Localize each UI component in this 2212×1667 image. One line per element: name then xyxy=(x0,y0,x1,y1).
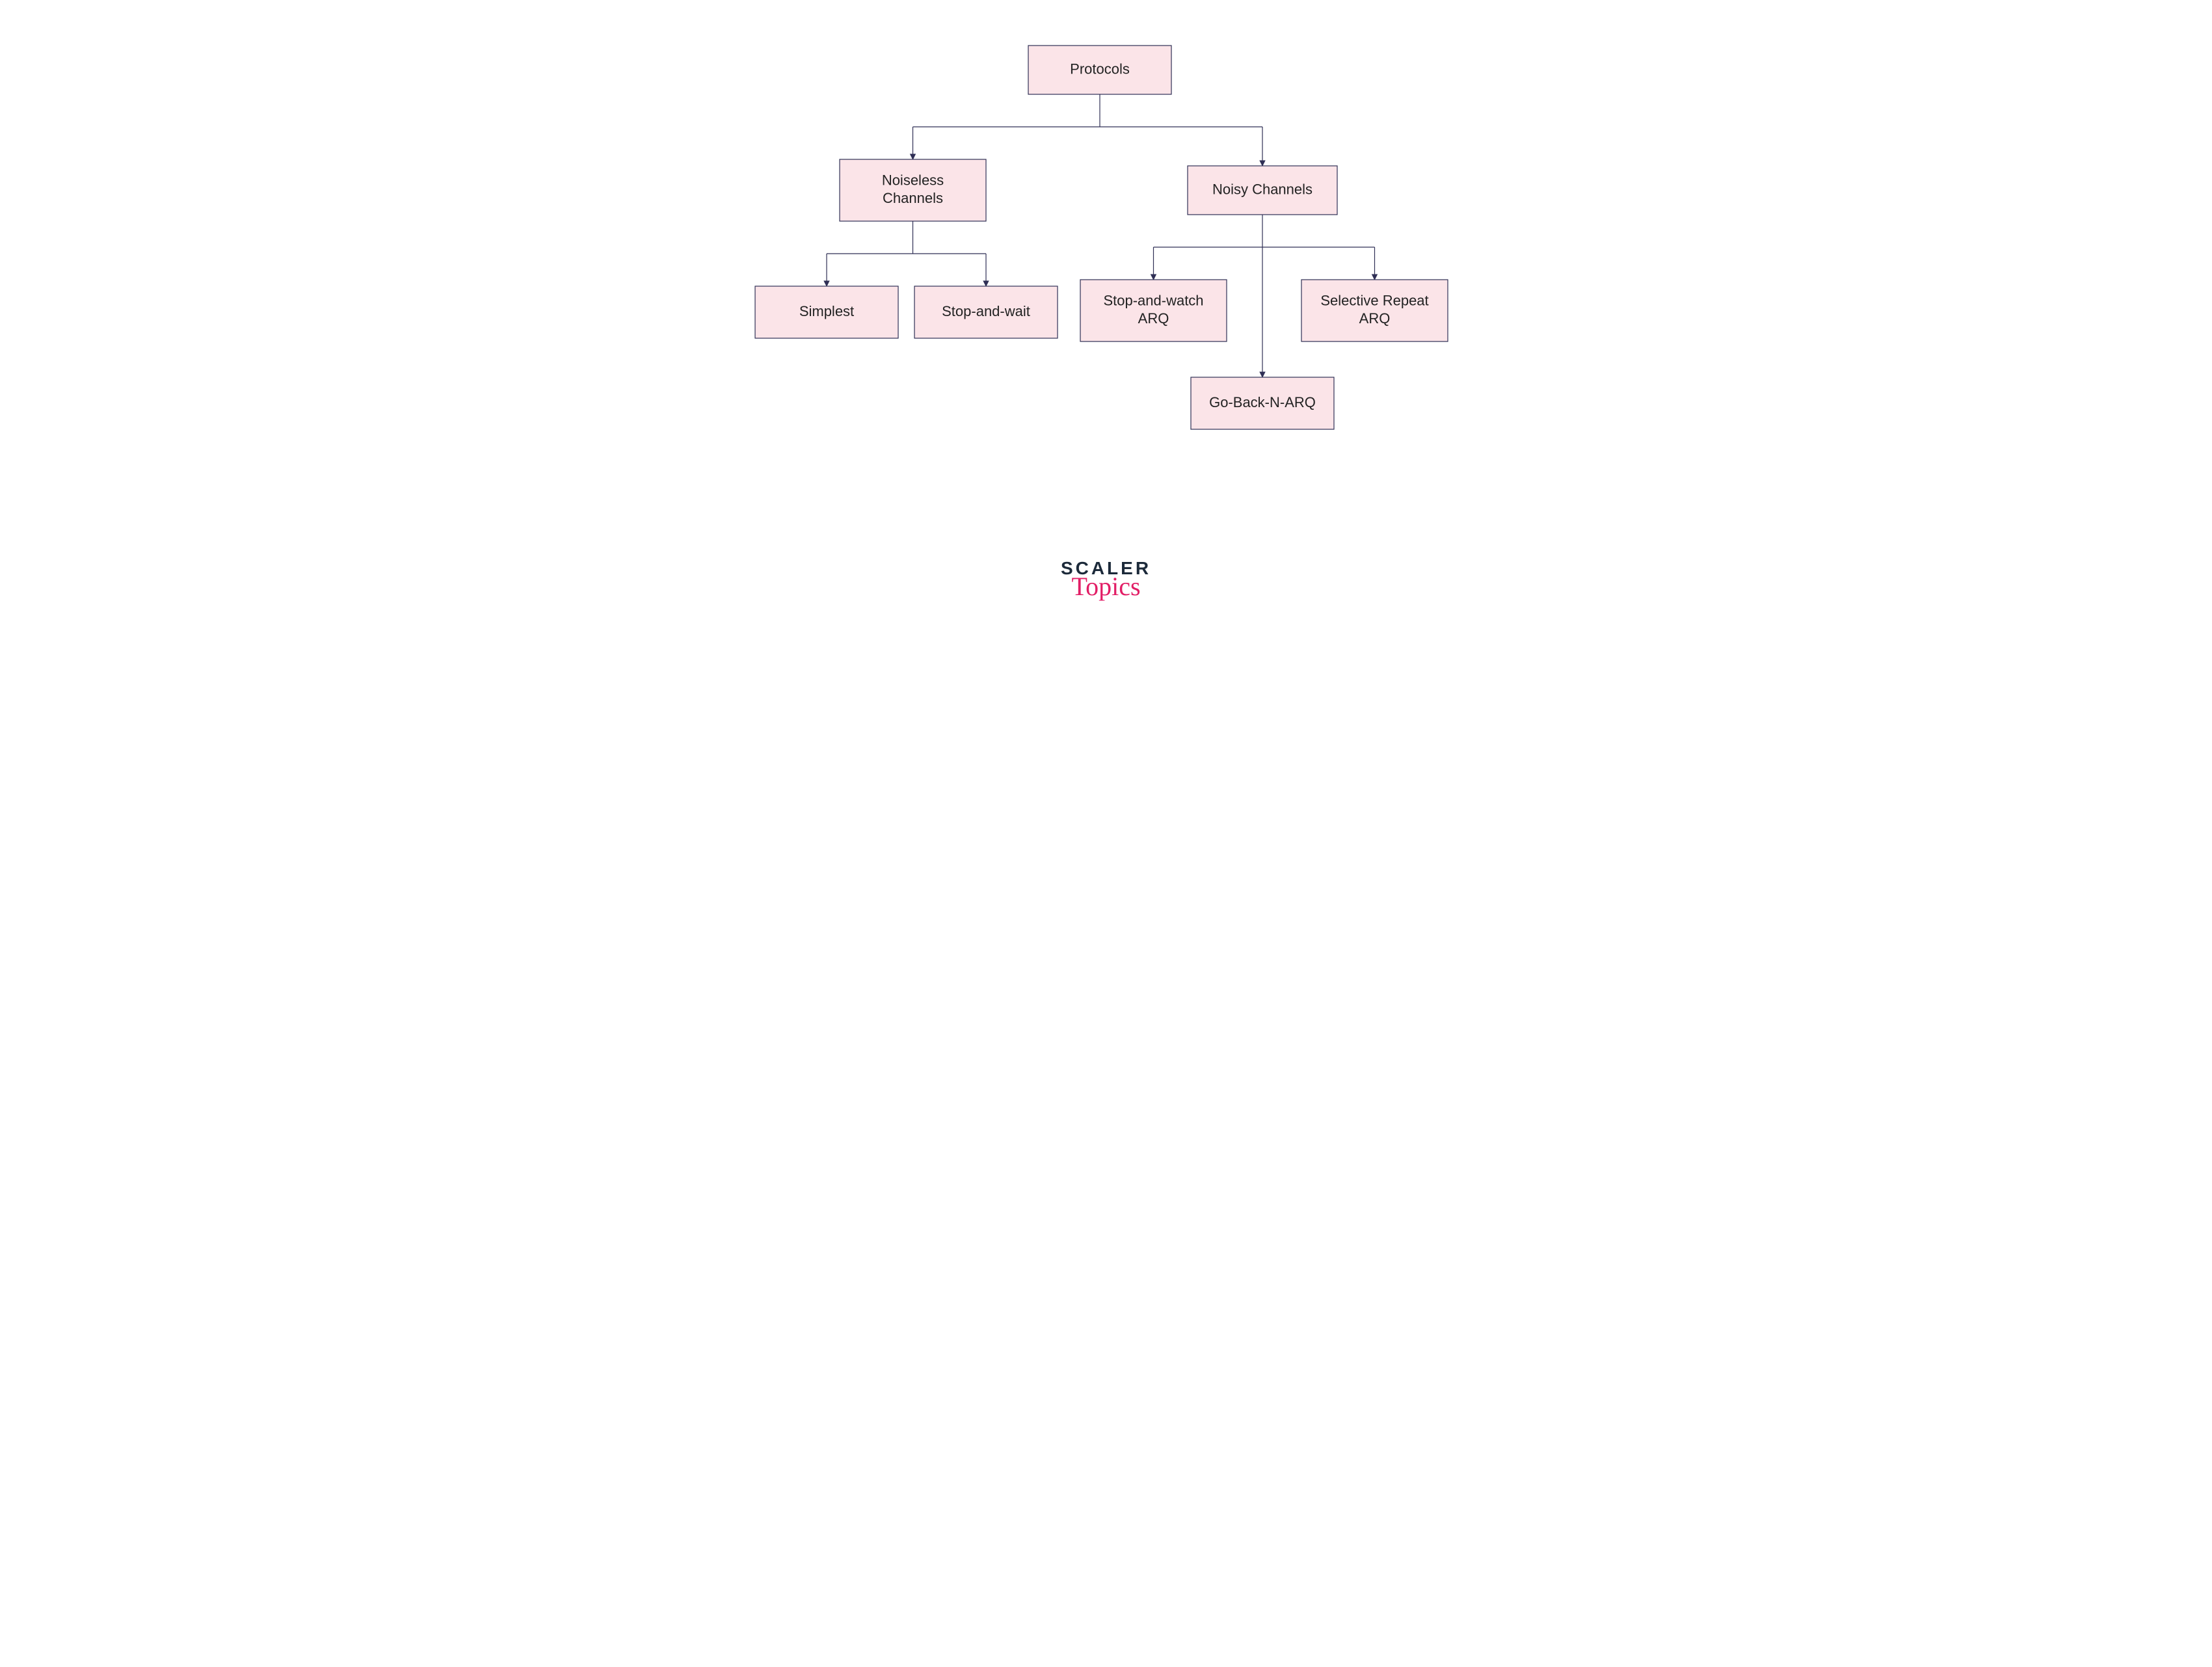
svg-text:Protocols: Protocols xyxy=(1070,60,1130,77)
node-root: Protocols xyxy=(1028,46,1171,94)
svg-text:ARQ: ARQ xyxy=(1138,310,1169,327)
node-simplest: Simplest xyxy=(755,286,898,338)
svg-text:Stop-and-wait: Stop-and-wait xyxy=(942,303,1030,319)
diagram-canvas: Protocols NoiselessChannels Noisy Channels… xyxy=(690,0,1523,533)
svg-text:ARQ: ARQ xyxy=(1359,310,1390,327)
brand-line2: Topics xyxy=(1061,574,1151,600)
svg-text:Selective Repeat: Selective Repeat xyxy=(1320,293,1428,309)
svg-text:Stop-and-watch: Stop-and-watch xyxy=(1103,293,1203,309)
svg-text:Simplest: Simplest xyxy=(799,303,853,319)
brand-logo: SCALER Topics xyxy=(1061,559,1151,600)
svg-text:Channels: Channels xyxy=(883,190,943,206)
svg-text:Noisy Channels: Noisy Channels xyxy=(1212,181,1312,197)
node-noiseless: NoiselessChannels xyxy=(840,159,986,221)
protocols-tree-svg: Protocols NoiselessChannels Noisy Channels… xyxy=(690,0,1523,533)
node-noisy: Noisy Channels xyxy=(1188,166,1337,215)
node-swarq: Stop-and-watchARQ xyxy=(1080,280,1227,341)
node-stopwait: Stop-and-wait xyxy=(914,286,1058,338)
svg-text:Go-Back-N-ARQ: Go-Back-N-ARQ xyxy=(1209,394,1316,410)
node-srarq: Selective RepeatARQ xyxy=(1301,280,1448,341)
svg-text:Noiseless: Noiseless xyxy=(881,172,943,189)
node-gbnarq: Go-Back-N-ARQ xyxy=(1191,377,1334,429)
